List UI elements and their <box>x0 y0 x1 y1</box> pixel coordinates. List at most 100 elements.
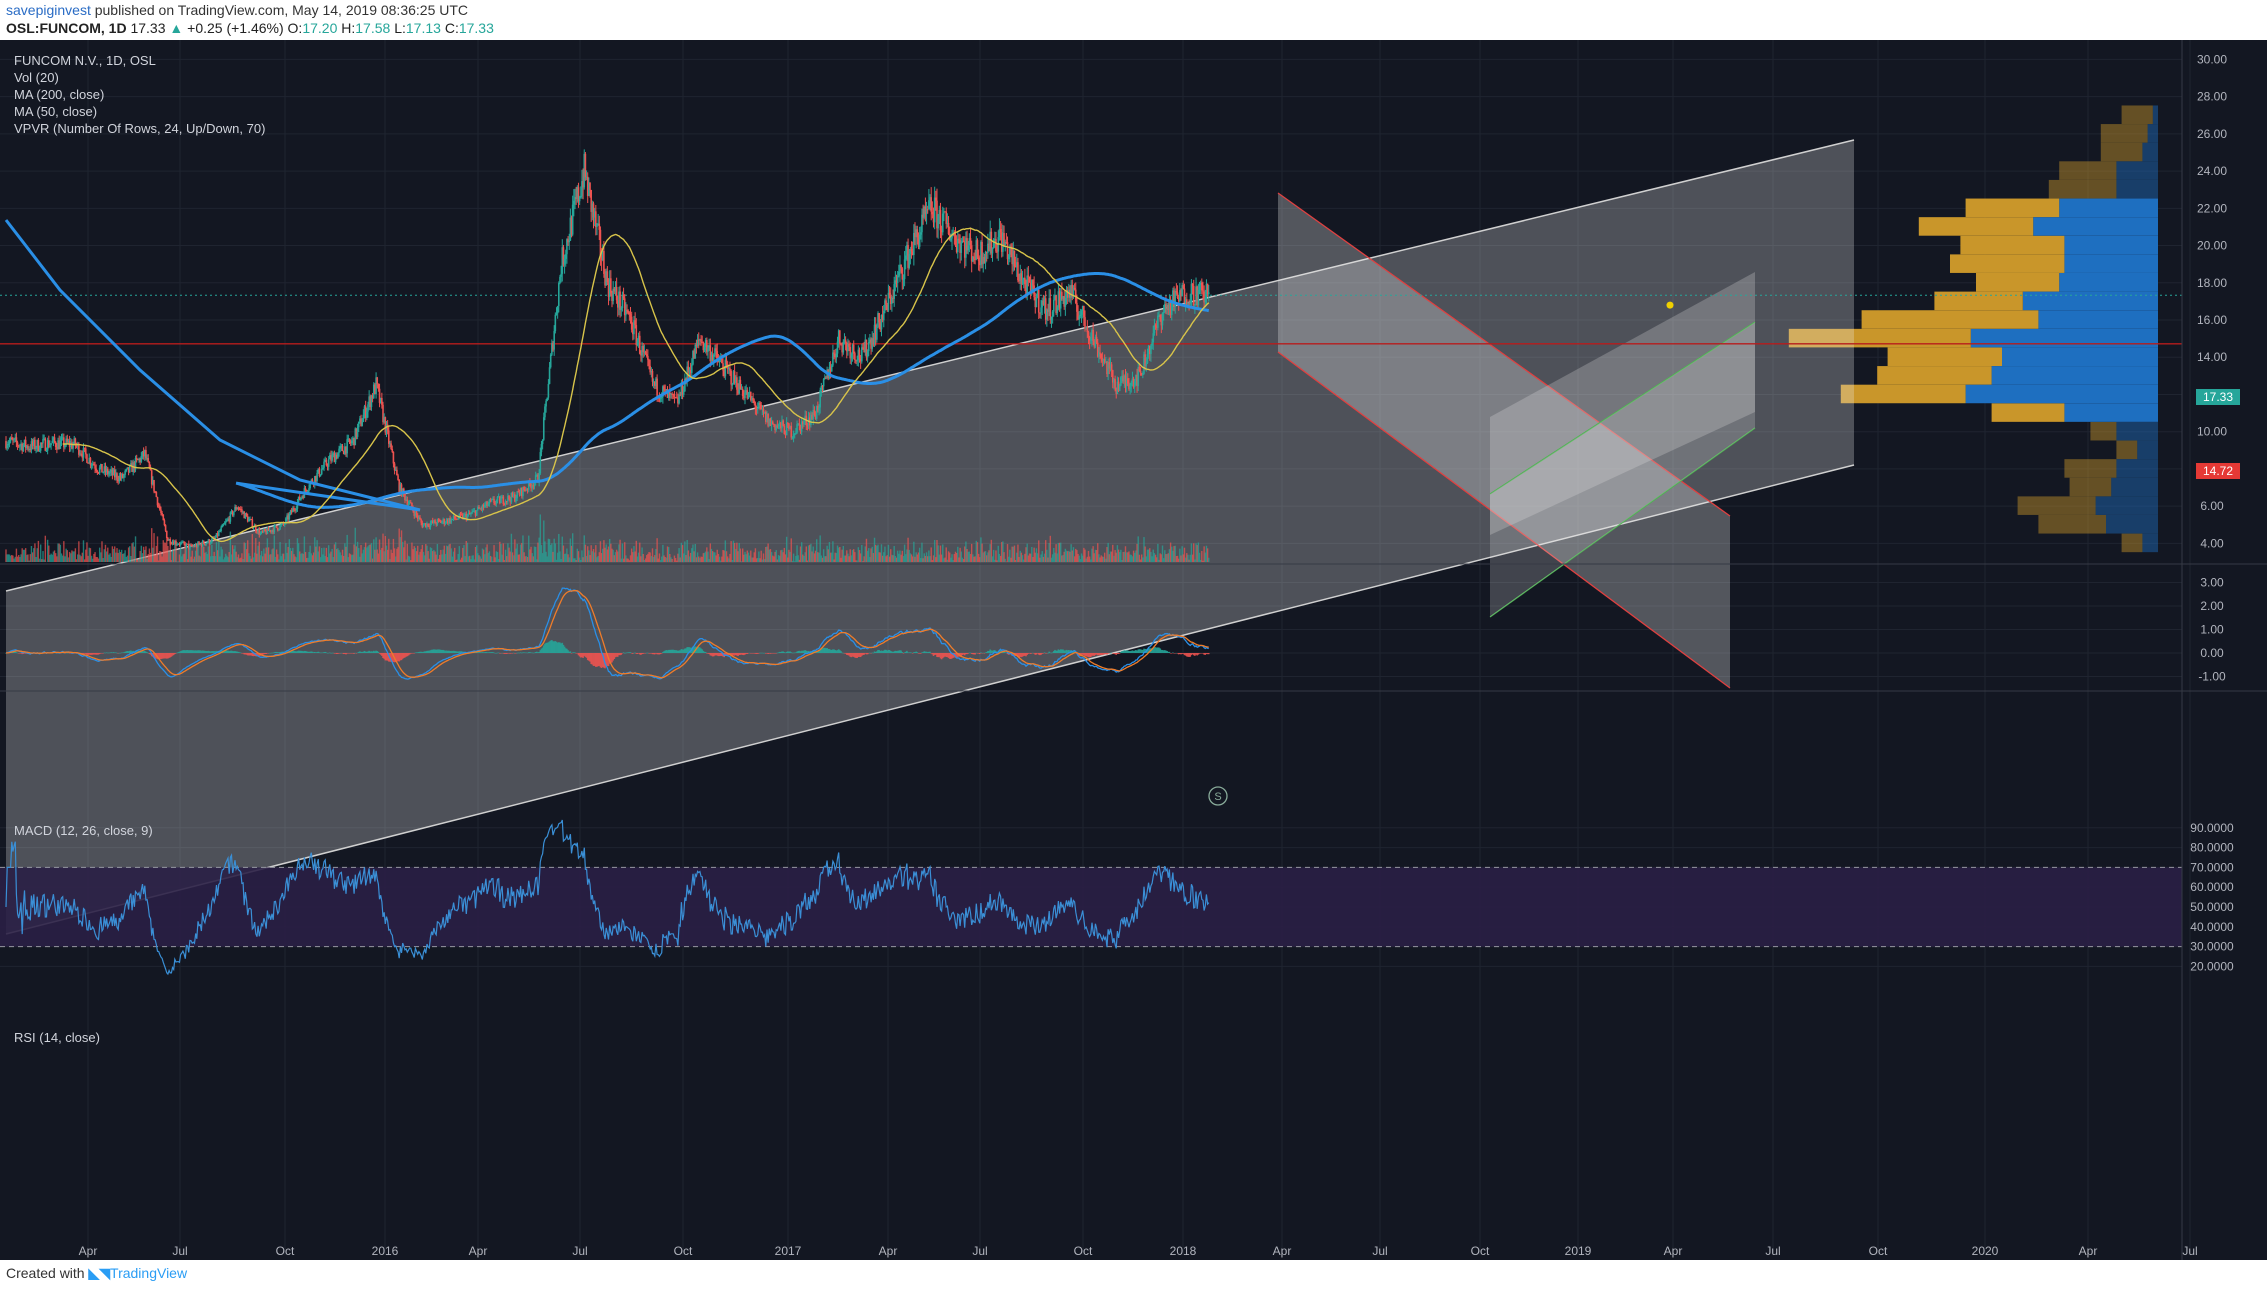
macd-histogram-bar <box>618 653 620 656</box>
volume-bar <box>451 556 454 562</box>
candle-body <box>837 330 840 342</box>
macd-histogram-bar <box>569 651 572 653</box>
chart-background <box>0 40 2267 1260</box>
macd-histogram-bar <box>273 652 276 653</box>
volume-bar <box>945 547 947 562</box>
volume-bar <box>258 541 260 562</box>
candle-body <box>677 397 679 404</box>
candle-body <box>1056 307 1059 314</box>
macd-histogram-bar <box>500 653 502 654</box>
macd-histogram-bar <box>715 653 717 656</box>
candle-body <box>503 503 506 505</box>
volume-bar <box>583 535 585 562</box>
volume-bar <box>1164 550 1166 562</box>
volume-bar <box>986 555 988 562</box>
volume-bar <box>465 540 467 562</box>
macd-histogram-bar <box>899 650 901 653</box>
volume-bar <box>58 543 60 562</box>
macd-histogram-bar <box>418 651 420 653</box>
volume-bar <box>610 543 612 562</box>
candle-body <box>822 379 825 387</box>
macd-histogram-bar <box>1124 650 1127 653</box>
macd-histogram-bar <box>414 652 417 654</box>
macd-histogram-bar <box>313 651 316 653</box>
macd-histogram-bar <box>910 652 913 654</box>
candle-body <box>923 206 926 218</box>
volume-bar <box>968 551 971 562</box>
candle-body <box>359 418 361 422</box>
candle-body <box>999 228 1002 233</box>
macd-histogram-bar <box>755 653 758 654</box>
macd-histogram-bar <box>531 652 534 654</box>
volume-bar <box>1017 544 1019 562</box>
macd-histogram-bar <box>215 650 218 653</box>
macd-histogram-bar <box>386 653 389 661</box>
candle-body <box>1130 382 1133 386</box>
macd-histogram-bar <box>881 650 884 653</box>
macd-histogram-bar <box>258 653 261 657</box>
macd-histogram-bar <box>292 650 294 653</box>
macd-histogram-bar <box>1015 653 1018 656</box>
macd-histogram-bar <box>1106 653 1108 655</box>
volume-bar <box>1066 551 1069 562</box>
volume-bar <box>998 553 1001 562</box>
volume-bar <box>1117 549 1120 562</box>
tradingview-link[interactable]: TradingView <box>110 1265 188 1281</box>
x-tick-label: Jul <box>1372 1244 1387 1258</box>
volume-bar <box>892 555 894 562</box>
candle-body <box>1031 280 1033 292</box>
volume-bar <box>485 547 487 562</box>
candle-body <box>607 282 610 297</box>
volume-bar <box>385 545 388 562</box>
volume-bar <box>92 558 94 562</box>
macd-histogram-bar <box>369 651 372 653</box>
macd-histogram-bar <box>620 653 623 655</box>
macd-histogram-bar <box>1191 653 1194 655</box>
volume-bar <box>794 561 796 562</box>
volume-bar <box>338 550 340 562</box>
candle-body <box>568 240 571 243</box>
rsi-tick-label: 70.0000 <box>2190 860 2234 874</box>
macd-histogram-bar <box>475 652 478 653</box>
volume-bar <box>390 549 392 562</box>
macd-histogram-bar <box>762 652 765 654</box>
candle-body <box>996 251 998 253</box>
candle-body <box>47 440 50 448</box>
volume-bar <box>67 557 70 562</box>
volume-bar <box>355 546 358 562</box>
volume-bar <box>597 556 599 562</box>
volume-bar <box>236 557 238 562</box>
candle-body <box>1142 373 1144 376</box>
volume-bar <box>169 540 171 562</box>
volume-bar <box>271 549 273 562</box>
volume-bar <box>1142 557 1144 562</box>
volume-bar <box>30 545 33 562</box>
volume-bar <box>1161 545 1164 562</box>
macd-histogram-bar <box>142 651 145 653</box>
chart-canvas[interactable]: Apr Jul Oct 2016 Apr Jul Oct 2017 Apr Jul Oct 2018 A… <box>0 40 2267 1260</box>
volume-bar <box>1050 557 1053 562</box>
macd-histogram-bar <box>130 650 132 653</box>
macd-histogram-bar <box>700 648 702 653</box>
volume-bar <box>710 548 713 562</box>
candle-body <box>8 441 11 444</box>
publisher-link[interactable]: savepiginvest <box>6 2 91 18</box>
open-label: O: <box>287 20 303 36</box>
candle-body <box>280 524 283 526</box>
vpvr-up-bar <box>2064 403 2158 422</box>
candle-body <box>556 306 559 314</box>
macd-histogram-bar <box>789 651 791 653</box>
vpvr-up-bar <box>2116 161 2158 180</box>
rsi-pane <box>0 819 2182 976</box>
split-marker[interactable]: S <box>1208 786 1228 806</box>
macd-histogram-bar <box>741 653 744 655</box>
macd-histogram-bar <box>1036 653 1039 654</box>
macd-histogram-bar <box>969 652 972 654</box>
volume-bar <box>1046 549 1048 562</box>
macd-histogram-bar <box>319 652 322 654</box>
macd-histogram-bar <box>1087 653 1090 658</box>
candle-body <box>381 397 383 405</box>
candle-body <box>73 438 76 445</box>
candle-body <box>9 437 12 442</box>
macd-histogram-bar <box>559 642 561 653</box>
